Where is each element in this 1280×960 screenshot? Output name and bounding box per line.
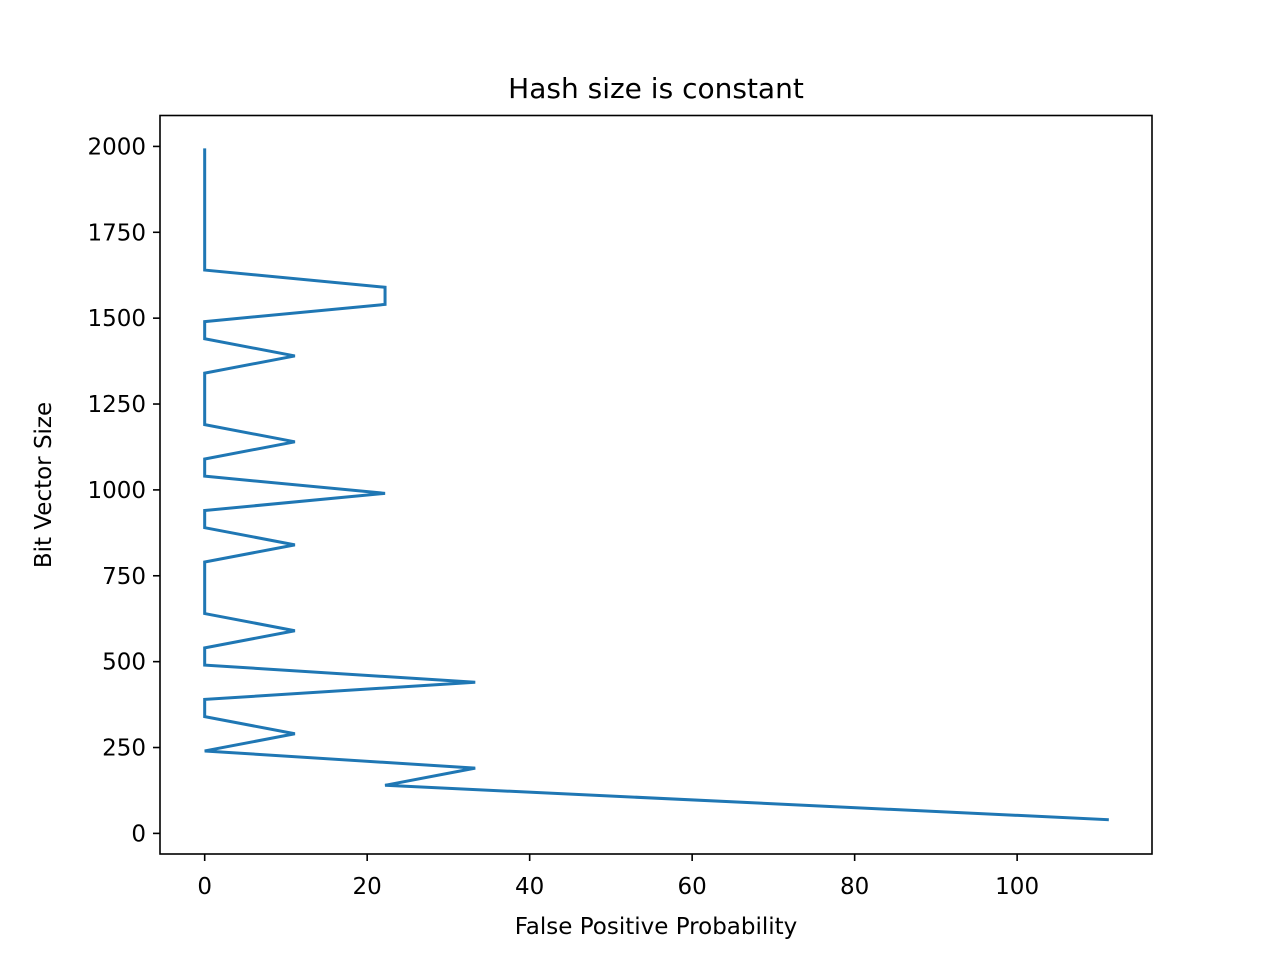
plot-frame bbox=[159, 114, 1153, 855]
x-axis-label: False Positive Probability bbox=[515, 914, 798, 940]
y-tick-label: 750 bbox=[102, 564, 146, 590]
plot-area bbox=[203, 148, 1109, 822]
x-tick-label: 80 bbox=[840, 874, 869, 900]
x-tick-label: 40 bbox=[515, 874, 544, 900]
x-tick-label: 100 bbox=[995, 874, 1039, 900]
x-tick-label: 60 bbox=[678, 874, 707, 900]
y-tick-label: 1000 bbox=[87, 478, 146, 504]
y-tick-label: 250 bbox=[102, 736, 146, 762]
y-tick-label: 0 bbox=[131, 821, 146, 847]
series-line bbox=[203, 148, 1109, 822]
y-tick-label: 2000 bbox=[87, 134, 146, 160]
y-axis-label: Bit Vector Size bbox=[31, 402, 57, 568]
x-tick-label: 0 bbox=[197, 874, 212, 900]
y-axis: 0 250 500 750 1000 1250 1500 1750 2000 bbox=[87, 134, 160, 847]
y-tick-label: 1250 bbox=[87, 392, 146, 418]
x-axis: 0 20 40 60 80 100 bbox=[197, 854, 1039, 900]
chart-title: Hash size is constant bbox=[508, 72, 804, 105]
y-tick-label: 1750 bbox=[87, 220, 146, 246]
y-tick-label: 500 bbox=[102, 650, 146, 676]
y-tick-label: 1500 bbox=[87, 306, 146, 332]
x-tick-label: 20 bbox=[353, 874, 382, 900]
